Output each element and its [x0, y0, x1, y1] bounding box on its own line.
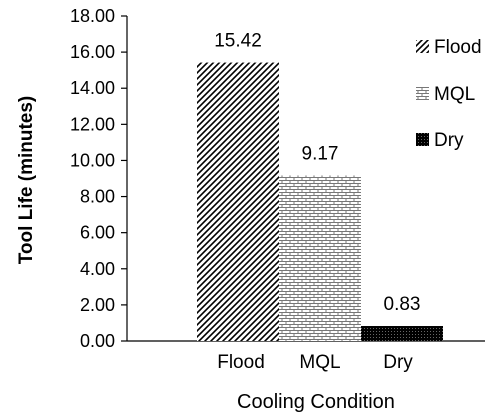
- bars: [197, 62, 443, 341]
- y-tick-label: 8.00: [80, 187, 115, 207]
- x-tick-label: Flood: [217, 352, 265, 373]
- legend: Flood MQL Dry: [416, 37, 482, 151]
- y-tick-label: 2.00: [80, 295, 115, 315]
- bar-mql: [279, 175, 361, 341]
- legend-swatch: [416, 87, 429, 100]
- legend-item-mql: MQL: [416, 84, 475, 105]
- y-tick-label: 12.00: [70, 114, 115, 134]
- axes: 0.00 2.00 4.00 6.00 8.00 10.00 12.00 14.00 16.00…: [70, 6, 485, 373]
- data-label: 9.17: [302, 143, 339, 164]
- bar-dry: [361, 326, 443, 341]
- y-tick-label: 16.00: [70, 42, 115, 62]
- y-tick-label: 6.00: [80, 223, 115, 243]
- y-tick-label: 10.00: [70, 150, 115, 170]
- legend-label: Flood: [434, 37, 482, 58]
- legend-swatch: [416, 40, 429, 53]
- y-axis-label: Tool Life (minutes): [16, 96, 37, 265]
- y-tick-label: 18.00: [70, 6, 115, 26]
- data-label: 15.42: [214, 31, 262, 52]
- x-axis-label: Cooling Condition: [237, 391, 395, 413]
- y-tick-label: 0.00: [80, 331, 115, 351]
- bar-flood: [197, 62, 279, 341]
- legend-item-flood: Flood: [416, 37, 482, 58]
- y-tick-label: 4.00: [80, 259, 115, 279]
- data-labels: 15.42 9.17 0.83: [214, 31, 420, 315]
- x-tick-label: MQL: [299, 352, 340, 373]
- legend-label: MQL: [434, 84, 475, 105]
- data-label: 0.83: [384, 294, 421, 315]
- legend-item-dry: Dry: [416, 130, 464, 151]
- x-tick-label: Dry: [383, 352, 413, 373]
- legend-label: Dry: [434, 130, 464, 151]
- legend-swatch: [416, 133, 429, 146]
- y-tick-label: 14.00: [70, 78, 115, 98]
